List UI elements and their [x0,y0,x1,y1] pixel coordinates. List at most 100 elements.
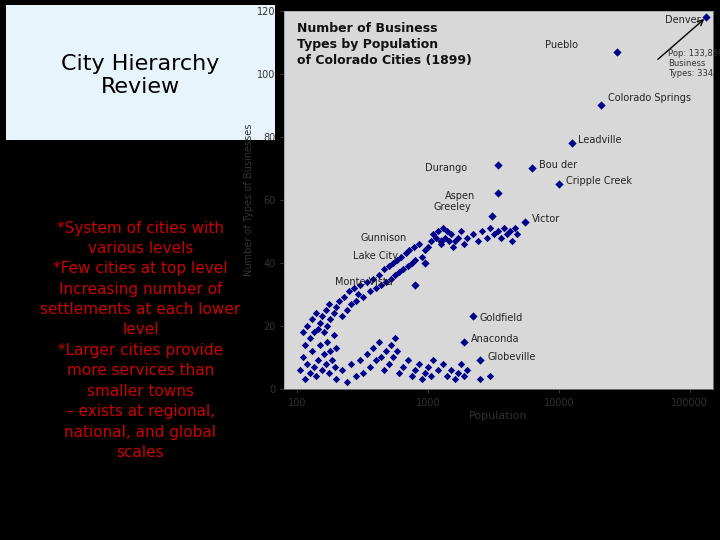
Text: Pueblo: Pueblo [545,39,578,50]
Point [487,211,498,220]
Point [428,230,439,239]
Point [367,274,379,283]
Point [437,359,449,368]
Point [306,347,318,355]
Point [328,309,339,318]
Point [343,287,355,295]
Text: Monte Vista: Monte Vista [335,277,392,287]
Point [367,343,379,352]
Point [400,249,412,258]
Point [472,237,484,245]
Point [320,359,331,368]
Point [323,299,335,308]
Point [403,246,415,254]
Point [387,259,399,267]
Point [416,252,428,261]
Point [336,312,348,321]
Point [459,240,470,248]
Point [318,350,330,359]
Point [566,139,577,147]
Point [300,375,311,383]
Point [422,362,433,371]
Point [492,227,503,235]
Point [304,334,315,343]
Point [302,359,313,368]
Point [402,261,413,270]
Point [477,227,488,235]
Point [526,164,537,173]
Point [413,359,425,368]
Point [348,284,359,292]
Point [485,224,496,232]
Point [462,233,473,242]
Point [322,321,333,330]
Point [376,280,387,289]
Point [501,230,513,239]
Point [395,252,407,261]
Point [352,290,364,299]
Point [402,356,413,365]
Point [488,230,500,239]
Text: Durango: Durango [426,163,467,173]
Point [308,328,320,336]
Point [595,101,607,110]
Point [456,227,467,235]
Point [373,271,384,280]
Point [416,375,428,383]
Point [459,337,470,346]
Point [336,366,348,374]
Point [354,356,365,365]
Point [419,246,431,254]
Point [445,230,456,239]
Point [364,287,376,295]
Point [310,309,322,318]
Point [376,353,387,362]
Point [504,227,516,235]
Point [410,366,421,374]
Point [435,237,446,245]
Point [390,271,401,280]
Point [406,372,418,381]
Point [323,369,335,377]
Text: Number of Business
Types by Population
of Colorado Cities (1899): Number of Business Types by Population o… [297,22,472,67]
Text: Greeley: Greeley [434,202,472,212]
Point [439,233,451,242]
Point [300,340,311,349]
Point [445,366,456,374]
Text: Colorado Springs: Colorado Springs [608,93,691,103]
Point [519,218,531,226]
Point [391,347,402,355]
Point [312,325,324,333]
Point [419,259,431,267]
Point [378,265,390,273]
Text: City Hierarchy
Review: City Hierarchy Review [61,54,220,97]
Point [370,284,382,292]
Point [462,366,473,374]
Point [322,337,333,346]
Point [370,356,382,365]
Point [325,347,336,355]
Point [346,299,357,308]
Point [444,237,455,245]
Point [306,315,318,324]
Point [452,233,464,242]
Point [435,240,446,248]
Text: Bou der: Bou der [539,160,577,170]
Point [315,318,326,327]
Point [498,224,510,232]
Point [441,227,453,235]
Point [333,296,345,305]
Point [357,293,369,302]
Point [406,259,418,267]
Point [447,242,459,251]
Point [485,372,496,381]
Point [410,280,421,289]
Point [511,230,523,239]
Point [378,366,390,374]
Point [385,274,397,283]
Point [393,268,405,276]
Point [330,343,342,352]
Point [474,356,486,365]
Point [304,369,315,377]
Point [433,366,444,374]
